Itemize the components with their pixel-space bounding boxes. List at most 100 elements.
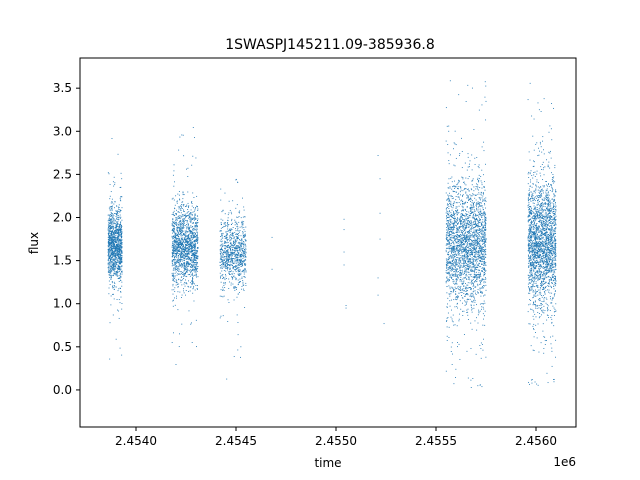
data-point xyxy=(460,244,462,246)
data-point xyxy=(183,234,185,236)
data-point xyxy=(239,247,241,249)
data-point xyxy=(185,256,187,258)
data-point xyxy=(450,222,452,223)
data-point xyxy=(472,200,473,202)
data-point xyxy=(183,209,184,211)
data-point xyxy=(114,182,116,184)
data-point xyxy=(171,265,173,267)
data-point xyxy=(222,262,224,264)
data-point xyxy=(191,281,193,282)
data-point xyxy=(242,270,244,271)
data-point xyxy=(225,261,227,263)
data-point xyxy=(455,263,457,265)
data-point xyxy=(197,250,199,252)
data-point xyxy=(482,291,483,293)
data-point xyxy=(452,216,454,218)
data-point xyxy=(190,251,192,253)
data-point xyxy=(186,262,188,264)
data-point xyxy=(188,264,190,266)
data-point xyxy=(465,286,467,288)
data-point xyxy=(475,294,477,295)
data-point xyxy=(115,263,117,265)
data-point xyxy=(451,235,453,237)
data-point xyxy=(113,266,114,268)
data-point xyxy=(181,228,183,230)
data-point xyxy=(480,210,482,212)
data-point xyxy=(120,276,122,278)
data-point xyxy=(189,239,191,240)
data-point xyxy=(454,224,456,226)
data-point xyxy=(189,249,191,251)
data-point xyxy=(233,244,235,246)
data-point xyxy=(177,234,178,236)
data-point xyxy=(234,253,236,255)
data-point xyxy=(175,240,177,242)
data-point xyxy=(470,289,472,291)
data-point xyxy=(172,236,174,238)
data-point xyxy=(185,220,187,221)
data-point xyxy=(196,205,198,207)
data-point xyxy=(450,231,452,233)
data-point xyxy=(112,253,114,255)
data-point xyxy=(183,205,185,207)
data-point xyxy=(112,262,114,264)
data-point xyxy=(190,221,192,223)
data-point xyxy=(461,210,462,212)
data-point xyxy=(467,246,469,248)
data-point xyxy=(457,246,459,248)
data-point xyxy=(190,263,191,265)
data-point xyxy=(445,282,447,284)
data-point xyxy=(191,253,193,255)
data-point xyxy=(119,240,121,242)
data-point xyxy=(174,241,176,243)
data-point xyxy=(175,260,177,262)
data-point xyxy=(189,240,191,242)
data-point xyxy=(195,274,197,276)
data-point xyxy=(243,226,245,228)
data-point xyxy=(450,261,452,263)
data-point xyxy=(468,226,469,228)
data-point xyxy=(113,237,115,239)
data-point xyxy=(195,273,197,275)
data-point xyxy=(180,264,182,266)
data-point xyxy=(475,199,477,201)
data-point xyxy=(189,260,191,262)
data-point xyxy=(188,250,190,252)
data-point xyxy=(192,262,194,264)
data-point xyxy=(457,302,458,304)
data-point xyxy=(119,234,121,236)
data-point xyxy=(120,248,122,250)
data-point xyxy=(112,242,114,243)
data-point xyxy=(477,255,479,257)
data-point xyxy=(173,245,175,247)
data-point xyxy=(469,249,470,251)
data-point xyxy=(121,239,123,241)
data-point xyxy=(481,263,483,265)
data-point xyxy=(195,268,197,270)
data-point xyxy=(121,252,123,254)
data-point xyxy=(185,272,187,274)
data-point xyxy=(175,213,177,215)
data-point xyxy=(172,252,174,254)
data-point xyxy=(228,271,230,273)
data-point xyxy=(483,338,484,340)
data-point xyxy=(121,260,123,262)
data-point xyxy=(237,227,239,229)
data-point xyxy=(236,249,238,251)
data-point xyxy=(241,222,243,224)
data-point xyxy=(472,258,474,260)
data-point xyxy=(113,245,115,247)
data-point xyxy=(117,260,119,262)
data-point xyxy=(463,280,465,282)
data-point xyxy=(458,205,460,207)
data-point xyxy=(224,258,226,260)
data-point xyxy=(456,241,458,243)
data-point xyxy=(472,216,474,218)
data-point xyxy=(476,273,478,275)
data-point xyxy=(479,218,480,220)
data-point xyxy=(189,247,191,249)
data-point xyxy=(229,273,230,275)
data-point xyxy=(172,244,174,246)
data-point xyxy=(450,229,452,231)
data-point xyxy=(236,247,238,249)
